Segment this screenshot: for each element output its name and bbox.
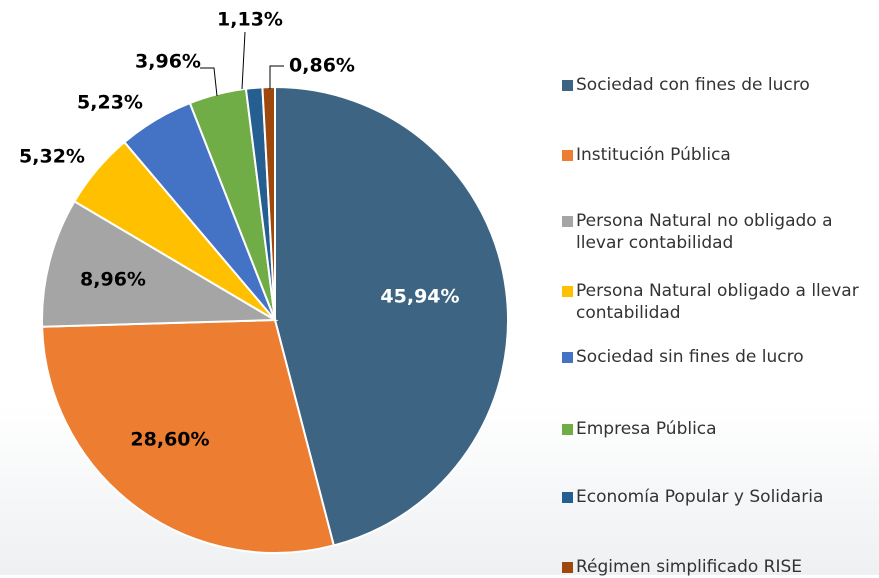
legend-swatch [562,562,573,573]
legend-label: Empresa Pública [576,419,717,439]
pie-slice [41,200,279,328]
legend-swatch [562,150,573,161]
legend-swatch [562,216,573,227]
legend-item: Empresa Pública [562,418,877,440]
legend-label: Economía Popular y Solidaria [576,487,824,507]
pie-slice [41,318,336,554]
legend-label: Persona Natural no obligado a llevar con… [576,211,833,253]
legend-item: Sociedad con fines de lucro [562,74,877,96]
data-label: 8,96% [80,269,146,291]
leader-line [241,31,246,90]
legend-swatch [562,352,573,363]
data-label: 3,96% [135,51,201,73]
pie-slice [261,85,276,321]
legend-label: Sociedad con fines de lucro [576,75,810,95]
legend-swatch [562,492,573,503]
legend-item: Persona Natural no obligado a llevar con… [562,210,877,254]
data-label: 0,86% [289,55,355,77]
legend-item: Régimen simplificado RISE [562,556,877,578]
legend-swatch [562,80,573,91]
data-label: 45,94% [380,286,459,308]
leader-line [269,65,284,89]
pie-slice [274,85,509,547]
legend-item: Sociedad sin fines de lucro [562,346,877,368]
legend-item: Economía Popular y Solidaria [562,486,877,508]
legend-label: Régimen simplificado RISE [576,557,803,577]
legend-swatch [562,424,573,435]
legend-item: Institución Pública [562,144,877,166]
data-label: 5,32% [19,146,85,168]
data-label: 1,13% [217,9,283,31]
data-label: 28,60% [130,429,209,451]
legend-label: Persona Natural obligado a llevar contab… [576,281,859,323]
legend-label: Institución Pública [576,145,731,165]
legend-label: Sociedad sin fines de lucro [576,347,804,367]
data-label: 5,23% [77,92,143,114]
leader-line [200,67,218,97]
legend-item: Persona Natural obligado a llevar contab… [562,280,877,324]
legend-swatch [562,286,573,297]
